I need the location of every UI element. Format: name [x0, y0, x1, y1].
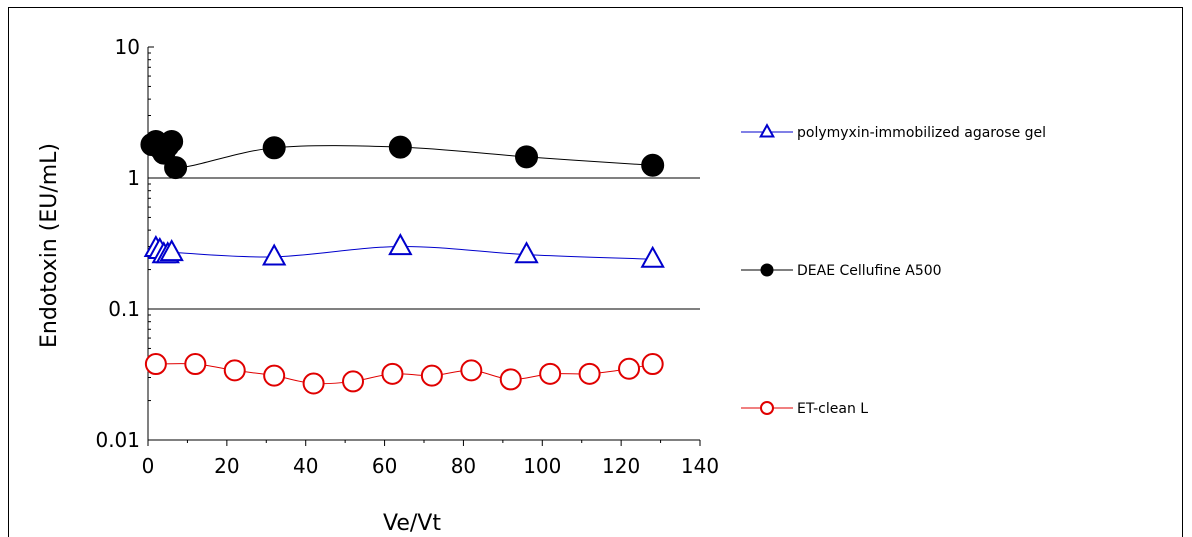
x-tick-label: 100 — [523, 454, 561, 478]
x-tick-label: 80 — [451, 454, 476, 478]
data-point — [514, 241, 539, 264]
data-point — [388, 233, 413, 256]
data-point — [159, 239, 184, 262]
legend-marker — [759, 123, 775, 138]
x-axis-title: Ve/Vt — [383, 511, 441, 536]
series-2 — [144, 353, 664, 395]
data-point — [342, 370, 365, 393]
data-point — [184, 353, 207, 376]
data-point — [515, 145, 539, 169]
legend-label: DEAE Cellufine A500 — [797, 263, 942, 279]
grid-layer — [148, 177, 700, 310]
series-0 — [143, 233, 665, 268]
data-point — [578, 362, 601, 385]
y-tick-label: 0.01 — [95, 428, 140, 452]
data-point — [618, 357, 641, 380]
data-point — [460, 359, 483, 382]
data-point — [388, 135, 412, 159]
x-tick-label: 140 — [681, 454, 719, 478]
legend-item: polymyxin-immobilized agarose gel — [741, 123, 1046, 141]
legend-label: polymyxin-immobilized agarose gel — [797, 125, 1046, 141]
y-tick-label: 0.1 — [108, 297, 140, 321]
data-point — [223, 359, 246, 382]
x-tick-label: 40 — [293, 454, 318, 478]
data-point — [262, 136, 286, 160]
legend-layer: polymyxin-immobilized agarose gel DEAE Ce… — [741, 123, 1046, 417]
data-point — [164, 156, 188, 180]
data-point — [263, 364, 286, 387]
legend-marker — [760, 263, 774, 277]
data-point — [539, 362, 562, 385]
y-tick-label: 1 — [127, 166, 140, 190]
data-point — [160, 129, 184, 153]
data-point — [144, 353, 167, 376]
data-point — [381, 362, 404, 385]
data-point — [261, 243, 287, 266]
data-point — [640, 245, 665, 268]
series-layer — [140, 129, 665, 395]
x-tick-label: 0 — [142, 454, 155, 478]
y-axis-title: Endotoxin (EU/mL) — [37, 143, 62, 348]
chart-frame — [8, 7, 1183, 537]
data-point — [499, 368, 522, 391]
series-1 — [140, 129, 665, 180]
x-tick-label: 60 — [372, 454, 397, 478]
data-point — [641, 153, 665, 177]
data-point — [302, 372, 325, 395]
data-point — [420, 364, 443, 387]
y-tick-label: 10 — [115, 35, 140, 59]
legend-marker — [760, 401, 774, 415]
legend-item: DEAE Cellufine A500 — [741, 263, 942, 279]
x-tick-label: 20 — [214, 454, 239, 478]
legend-label: ET-clean L — [797, 401, 868, 417]
data-point — [641, 353, 664, 376]
x-tick-label: 120 — [602, 454, 640, 478]
legend-item: ET-clean L — [741, 401, 868, 417]
